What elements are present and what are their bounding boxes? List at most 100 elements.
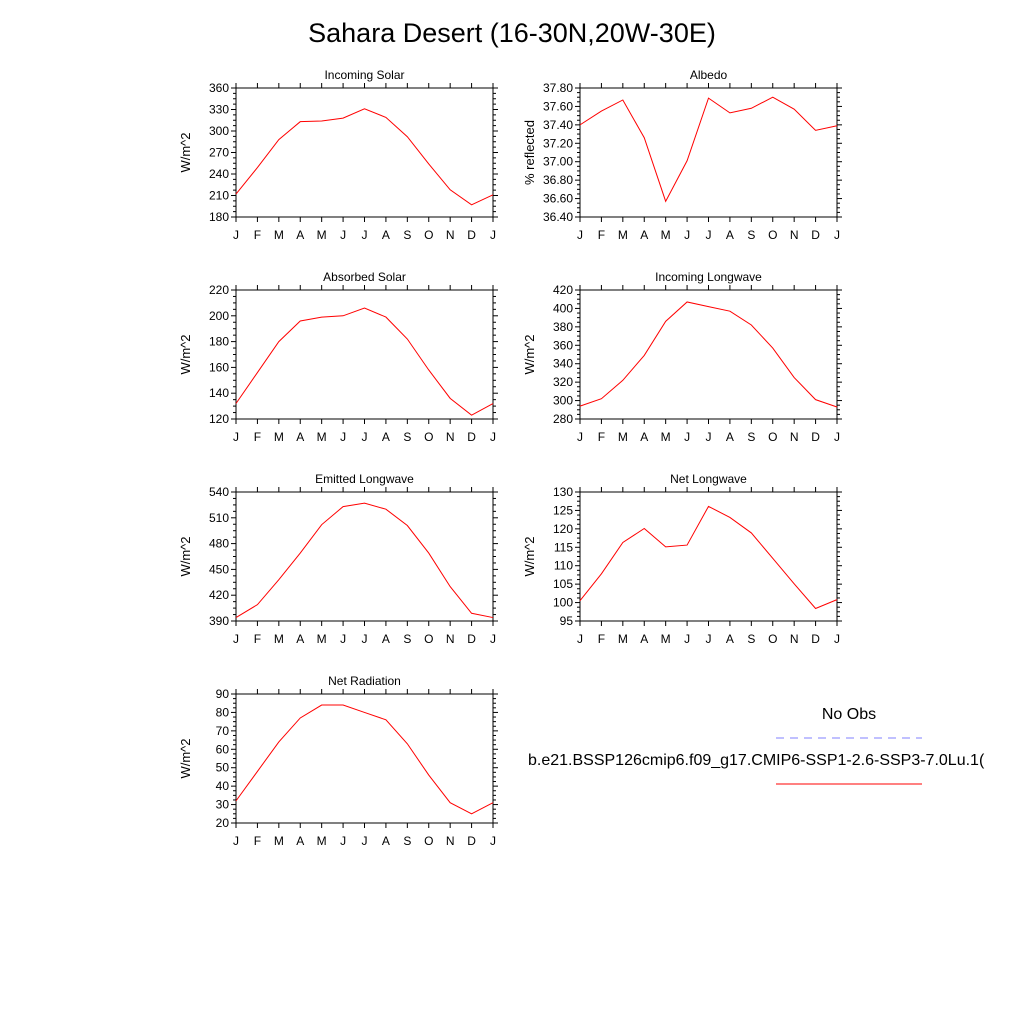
x-tick-label: N bbox=[446, 834, 455, 848]
y-tick-label: 480 bbox=[209, 537, 229, 551]
x-tick-label: J bbox=[706, 632, 712, 646]
chart-panel: Incoming Longwave W/m^2 280 300 320 340 360 380… bbox=[522, 270, 842, 444]
y-tick-label: 420 bbox=[553, 283, 573, 297]
y-tick-label: 100 bbox=[553, 596, 573, 610]
x-tick-label: J bbox=[233, 632, 239, 646]
x-tick-label: A bbox=[296, 430, 304, 444]
x-tick-label: D bbox=[811, 430, 820, 444]
series-line bbox=[579, 96, 838, 203]
plot-frame bbox=[235, 693, 494, 824]
x-tick-label: J bbox=[233, 430, 239, 444]
x-tick-label: J bbox=[340, 834, 346, 848]
x-tick-label: J bbox=[340, 632, 346, 646]
x-tick-label: A bbox=[382, 632, 390, 646]
x-tick-label: J bbox=[834, 430, 840, 444]
x-tick-label: S bbox=[747, 228, 755, 242]
y-tick-label: 390 bbox=[209, 614, 229, 628]
x-tick-label: N bbox=[790, 430, 799, 444]
chart-title: Absorbed Solar bbox=[323, 270, 406, 284]
y-tick-label: 120 bbox=[209, 412, 229, 426]
x-tick-label: J bbox=[362, 228, 368, 242]
x-tick-label: J bbox=[684, 430, 690, 444]
y-tick-label: 360 bbox=[553, 338, 573, 352]
x-tick-label: D bbox=[467, 632, 476, 646]
y-tick-label: 95 bbox=[560, 614, 574, 628]
x-tick-label: A bbox=[726, 632, 734, 646]
x-tick-label: J bbox=[490, 632, 496, 646]
x-tick-label: D bbox=[811, 228, 820, 242]
y-tick-label: 510 bbox=[209, 511, 229, 525]
x-tick-label: O bbox=[424, 430, 433, 444]
x-tick-label: J bbox=[362, 632, 368, 646]
y-tick-label: 180 bbox=[209, 210, 229, 224]
y-axis-label: W/m^2 bbox=[178, 536, 193, 576]
legend-obs-label: No Obs bbox=[821, 706, 877, 723]
x-tick-label: M bbox=[274, 430, 284, 444]
x-tick-label: N bbox=[446, 228, 455, 242]
y-tick-label: 340 bbox=[553, 357, 573, 371]
x-tick-label: O bbox=[768, 632, 777, 646]
y-tick-label: 300 bbox=[209, 124, 229, 138]
y-tick-label: 380 bbox=[553, 320, 573, 334]
x-tick-label: S bbox=[403, 632, 411, 646]
x-tick-label: F bbox=[254, 430, 261, 444]
y-axis-label: W/m^2 bbox=[178, 334, 193, 374]
x-tick-label: J bbox=[362, 834, 368, 848]
y-axis-label: W/m^2 bbox=[178, 738, 193, 778]
x-tick-label: A bbox=[640, 430, 648, 444]
y-tick-label: 125 bbox=[553, 503, 573, 517]
y-tick-label: 210 bbox=[209, 189, 229, 203]
y-tick-label: 105 bbox=[553, 577, 573, 591]
y-tick-label: 270 bbox=[209, 146, 229, 160]
y-tick-label: 20 bbox=[216, 816, 230, 830]
y-tick-label: 220 bbox=[209, 283, 229, 297]
y-tick-label: 120 bbox=[553, 522, 573, 536]
x-tick-label: J bbox=[577, 430, 583, 444]
y-tick-label: 450 bbox=[209, 562, 229, 576]
plot-frame bbox=[235, 491, 494, 622]
x-tick-label: F bbox=[254, 834, 261, 848]
plot-frame bbox=[235, 289, 494, 420]
y-tick-label: 180 bbox=[209, 335, 229, 349]
x-tick-label: O bbox=[424, 632, 433, 646]
x-tick-label: J bbox=[577, 228, 583, 242]
x-tick-label: D bbox=[467, 228, 476, 242]
y-tick-label: 300 bbox=[553, 394, 573, 408]
chart-title: Net Radiation bbox=[328, 674, 401, 688]
x-tick-label: J bbox=[233, 228, 239, 242]
x-tick-label: M bbox=[274, 632, 284, 646]
x-tick-label: J bbox=[834, 632, 840, 646]
y-tick-label: 400 bbox=[553, 301, 573, 315]
x-tick-label: A bbox=[382, 834, 390, 848]
x-tick-label: F bbox=[254, 632, 261, 646]
x-tick-label: D bbox=[467, 834, 476, 848]
x-tick-label: F bbox=[598, 228, 605, 242]
y-tick-label: 140 bbox=[209, 386, 229, 400]
x-tick-label: S bbox=[403, 430, 411, 444]
x-tick-label: M bbox=[317, 834, 327, 848]
series-line bbox=[235, 307, 494, 416]
x-tick-label: J bbox=[490, 834, 496, 848]
chart-title: Incoming Solar bbox=[324, 68, 404, 82]
plot-frame bbox=[579, 491, 838, 622]
y-tick-label: 36.60 bbox=[543, 192, 573, 206]
x-tick-label: N bbox=[446, 632, 455, 646]
y-axis-label: W/m^2 bbox=[522, 536, 537, 576]
x-tick-label: M bbox=[317, 430, 327, 444]
y-axis-label: % reflected bbox=[522, 120, 537, 185]
y-tick-label: 36.40 bbox=[543, 210, 573, 224]
x-tick-label: M bbox=[274, 834, 284, 848]
y-tick-label: 360 bbox=[209, 81, 229, 95]
chart-panel: Net Longwave W/m^2 95 100 105 110 115 120 125 130… bbox=[522, 472, 842, 646]
y-tick-label: 200 bbox=[209, 309, 229, 323]
x-tick-label: J bbox=[340, 228, 346, 242]
y-tick-label: 37.60 bbox=[543, 99, 573, 113]
y-tick-label: 540 bbox=[209, 485, 229, 499]
x-tick-label: A bbox=[296, 834, 304, 848]
x-tick-label: J bbox=[577, 632, 583, 646]
plot-frame bbox=[579, 289, 838, 420]
chart-panel: Incoming Solar W/m^2 180 210 240 270 300 330 360… bbox=[178, 68, 498, 242]
x-tick-label: M bbox=[661, 430, 671, 444]
x-tick-label: D bbox=[811, 632, 820, 646]
